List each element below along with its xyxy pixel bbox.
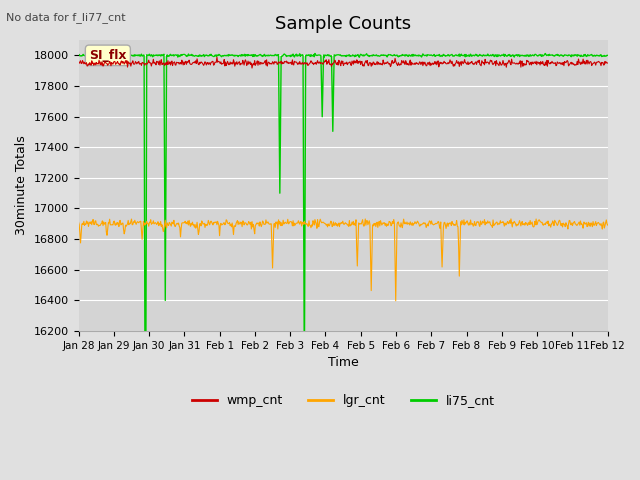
X-axis label: Time: Time (328, 356, 358, 369)
Text: SI_flx: SI_flx (89, 49, 127, 62)
Title: Sample Counts: Sample Counts (275, 15, 411, 33)
Text: No data for f_li77_cnt: No data for f_li77_cnt (6, 12, 126, 23)
Y-axis label: 30minute Totals: 30minute Totals (15, 135, 28, 235)
Legend: wmp_cnt, lgr_cnt, li75_cnt: wmp_cnt, lgr_cnt, li75_cnt (187, 389, 499, 412)
